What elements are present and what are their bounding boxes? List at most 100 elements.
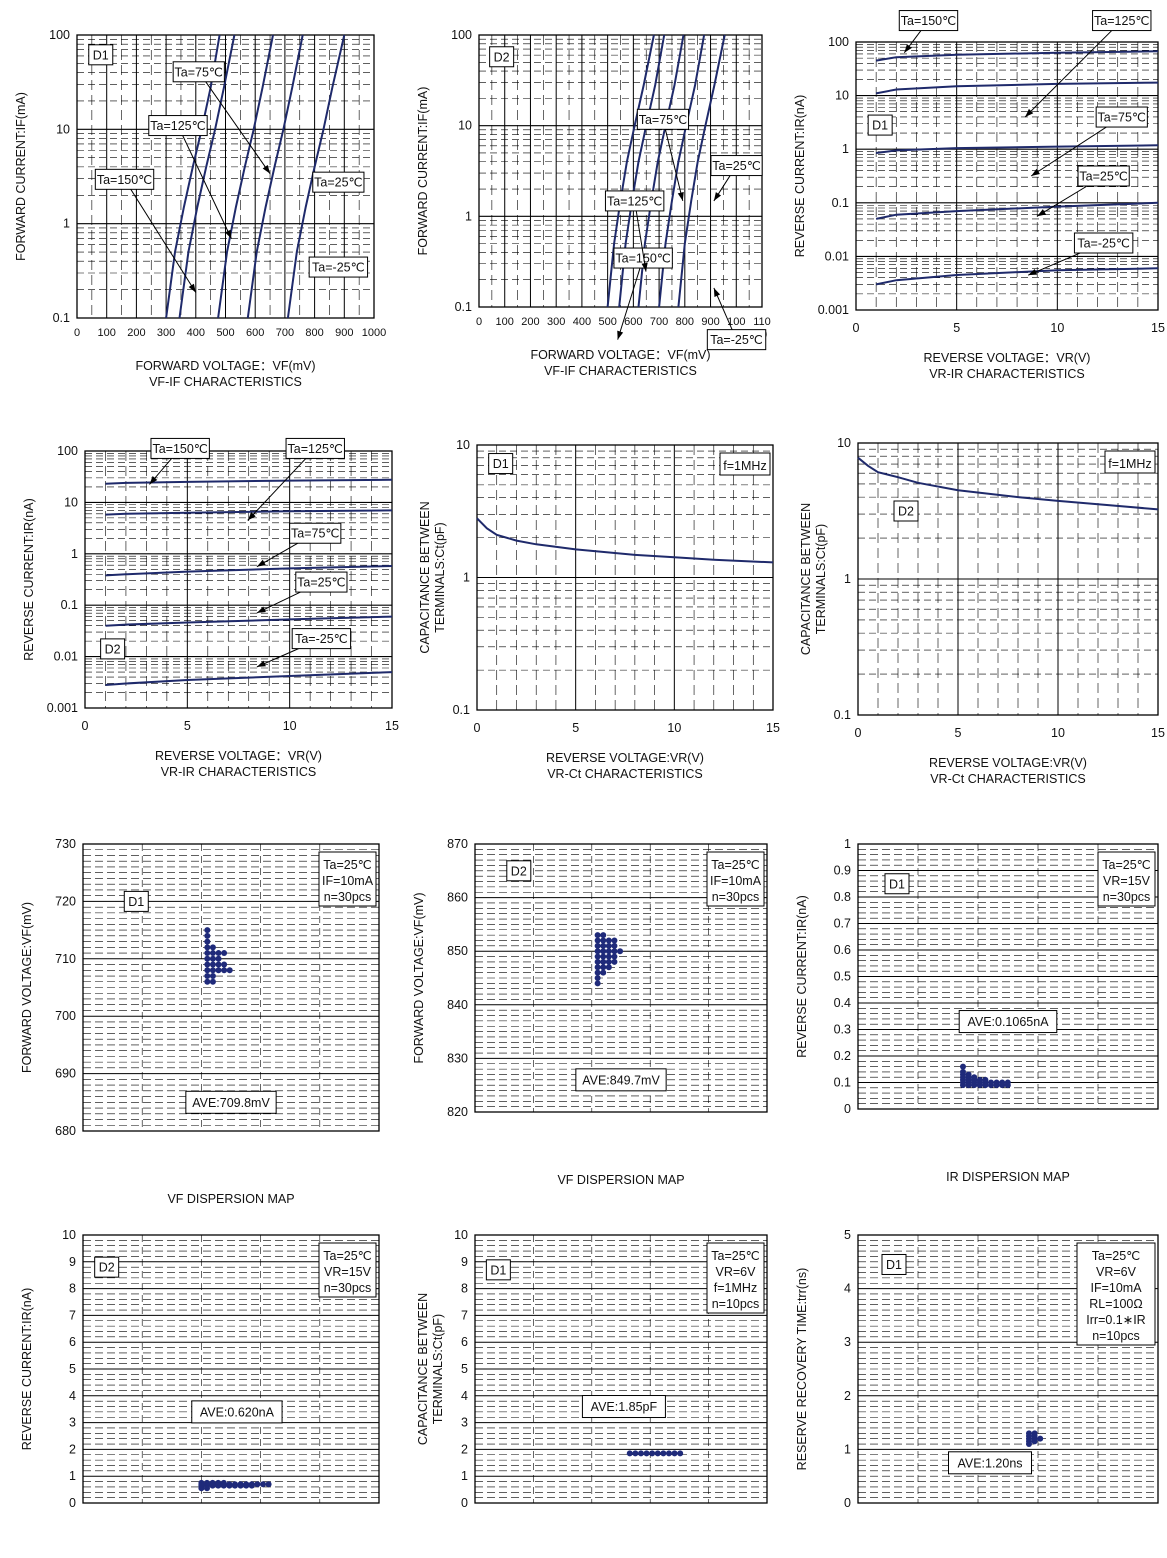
- y-tick-label: 7: [69, 1308, 76, 1322]
- series-label-box: [148, 115, 208, 137]
- condition-text: Ta=25℃: [323, 1249, 371, 1263]
- x-tick-label: 100: [496, 316, 514, 328]
- y-tick-label: 4: [69, 1389, 76, 1403]
- x-tick-label: 100: [98, 327, 116, 339]
- device-tag-box: [94, 1256, 120, 1278]
- y-tick-label: 10: [62, 1228, 76, 1242]
- annotation-arrow: [662, 119, 684, 202]
- x-tick-label: 900: [701, 316, 719, 328]
- chart-title: IR DISPERSION MAP: [946, 1170, 1070, 1184]
- condition-text: n=30pcs: [324, 1281, 372, 1295]
- conditions-box: [719, 452, 771, 476]
- chart-panel: 680 690 700 710 720 730 FORWARD VOLTAGE:VF(mV)…: [20, 837, 380, 1206]
- annotation-arrowhead: [149, 475, 158, 485]
- data-point: [204, 967, 211, 974]
- series-label-box: [312, 171, 365, 193]
- chart-title: VF DISPERSION MAP: [557, 1173, 684, 1187]
- average-box: [581, 1395, 666, 1419]
- series-label: Ta=-25℃: [295, 632, 348, 646]
- y-tick-label: 10: [454, 1228, 468, 1242]
- series-line: [875, 144, 1159, 154]
- data-point: [215, 967, 222, 974]
- y-axis-label: REVERSE CURRENT:IR(nA): [22, 498, 36, 661]
- series-label-box: [604, 190, 665, 212]
- y-tick-label: 3: [461, 1416, 468, 1430]
- data-point: [215, 955, 222, 962]
- chart-title: VF-IF CHARACTERISTICS: [149, 375, 302, 389]
- x-tick-label: 110: [753, 316, 771, 328]
- series-line: [286, 34, 346, 319]
- x-tick-label: 1000: [362, 327, 386, 339]
- y-tick-label: 710: [55, 952, 76, 966]
- condition-text: f=1MHz: [714, 1281, 757, 1295]
- data-point: [605, 953, 612, 960]
- y-tick-label: 6: [461, 1335, 468, 1349]
- series-label: Ta=125℃: [288, 442, 343, 456]
- y-tick-label: 0.8: [834, 890, 851, 904]
- condition-text: Ta=25℃: [1102, 858, 1150, 872]
- data-point: [209, 961, 216, 968]
- plot-frame: [857, 1234, 1159, 1504]
- data-point: [265, 1481, 272, 1488]
- plot-frame: [474, 843, 768, 1113]
- series-label-box: [295, 571, 348, 593]
- series-label: Ta=-25℃: [710, 333, 763, 347]
- device-tag-box: [123, 890, 149, 912]
- device-tag-box: [485, 1259, 511, 1281]
- annotation-arrowhead: [641, 262, 648, 272]
- condition-text: IF=10mA: [710, 874, 762, 888]
- y-tick-label: 0.7: [834, 917, 851, 931]
- data-point: [594, 942, 601, 949]
- conditions-box: [706, 851, 765, 907]
- x-tick-label: 700: [650, 316, 668, 328]
- y-tick-label: 1: [844, 837, 851, 851]
- annotation-arrowhead: [262, 164, 271, 174]
- y-tick-label: 3: [844, 1335, 851, 1349]
- y-tick-label: 0: [461, 1496, 468, 1510]
- average-label: AVE:849.7mV: [582, 1073, 660, 1087]
- chart-panel: 0 5 10 15 0.001 0.01 0.1 1 10 100 REVERSE CURRENT:…: [793, 10, 1165, 381]
- series-line: [658, 34, 706, 308]
- y-tick-label: 850: [447, 944, 468, 958]
- chart-panel: 0100200300400500600700800900100011000.11…: [416, 28, 771, 378]
- y-tick-label: 2: [844, 1389, 851, 1403]
- chart-grid: [475, 1234, 767, 1504]
- y-tick-label: 5: [844, 1228, 851, 1242]
- series-label: Ta=150℃: [97, 173, 152, 187]
- annotation-arrowhead: [1025, 108, 1034, 118]
- condition-text: n=10pcs: [1092, 1329, 1140, 1343]
- y-tick-label: 10: [835, 89, 849, 103]
- y-tick-label: 0.001: [818, 303, 849, 317]
- device-tag-box: [88, 44, 114, 66]
- annotation-arrowhead: [188, 283, 196, 293]
- conditions-box: [1097, 851, 1156, 907]
- data-point: [243, 1482, 250, 1489]
- y-tick-label: 100: [49, 28, 70, 42]
- y-tick-label: 0.1: [53, 311, 70, 325]
- x-tick-label: 10: [1051, 726, 1065, 740]
- y-tick-label: 0.1: [61, 598, 78, 612]
- data-point: [204, 932, 211, 939]
- data-point: [605, 958, 612, 965]
- device-tag-box: [867, 114, 893, 136]
- average-box: [191, 1400, 283, 1424]
- series-label-box: [710, 155, 763, 177]
- x-tick-label: 600: [246, 327, 264, 339]
- series-line: [105, 615, 393, 627]
- y-tick-label: 0.2: [834, 1049, 851, 1063]
- average-box: [958, 1010, 1058, 1034]
- device-tag: D2: [99, 1261, 115, 1275]
- average-box: [575, 1068, 667, 1092]
- data-point: [226, 967, 233, 974]
- y-tick-label: 10: [64, 495, 78, 509]
- x-axis-label: REVERSE VOLTAGE:VR(V): [929, 756, 1087, 770]
- data-point: [248, 1482, 255, 1489]
- condition-text: n=10pcs: [712, 1297, 760, 1311]
- series-label-box: [150, 437, 210, 459]
- conditions-box: [318, 851, 377, 907]
- y-tick-label: 10: [456, 438, 470, 452]
- data-point: [209, 950, 216, 957]
- plot-frame: [857, 843, 1159, 1110]
- data-point: [221, 967, 228, 974]
- y-tick-label: 7: [461, 1308, 468, 1322]
